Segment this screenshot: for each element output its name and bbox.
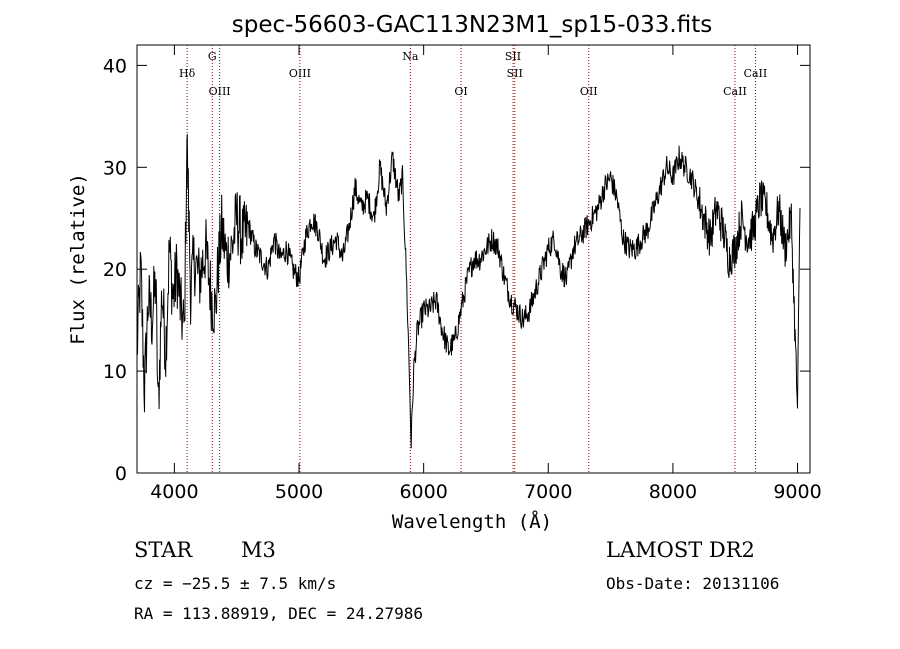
line-marker-label: CaII: [723, 85, 747, 98]
line-marker-label: OIII: [289, 67, 311, 80]
emission-line-markers: Hδ G OIII OIII Na OI SII SII OII CaII CaII: [179, 45, 767, 473]
x-tick-label: 4000: [150, 481, 198, 503]
y-tick-label: 40: [103, 55, 127, 77]
chart-title: spec-56603-GAC113N23M1_sp15-033.fits: [232, 12, 712, 38]
line-marker-label: OIII: [209, 85, 231, 98]
object-class: STAR: [134, 538, 193, 562]
y-tick-label: 10: [103, 361, 127, 383]
line-marker-label: OI: [454, 85, 467, 98]
spectrum-series-line: [136, 134, 801, 449]
axis-ticks: 4000 5000 6000 7000 8000 9000 0 10 20 30 40: [103, 45, 822, 503]
y-axis-label: Flux (relative): [67, 173, 89, 345]
line-marker-label: G: [208, 50, 217, 63]
plot-frame: [136, 44, 811, 474]
x-tick-label: 9000: [773, 481, 821, 503]
survey-name: LAMOST DR2: [606, 538, 755, 562]
line-marker-label: SII: [507, 67, 523, 80]
x-tick-label: 5000: [275, 481, 323, 503]
line-marker-label: Na: [402, 50, 419, 63]
x-tick-label: 7000: [524, 481, 572, 503]
y-tick-label: 30: [103, 157, 127, 179]
x-tick-label: 6000: [399, 481, 447, 503]
line-marker-label: OII: [580, 85, 598, 98]
line-marker-label: SII: [505, 50, 521, 63]
line-marker-label: CaII: [744, 67, 768, 80]
x-tick-label: 8000: [649, 481, 697, 503]
coordinates: RA = 113.88919, DEC = 24.27986: [134, 604, 423, 623]
x-axis-label: Wavelength (Å): [392, 510, 552, 533]
object-subclass: M3: [241, 538, 276, 562]
redshift-velocity: cz = −25.5 ± 7.5 km/s: [134, 574, 337, 593]
y-tick-label: 0: [115, 463, 127, 485]
y-tick-label: 20: [103, 259, 127, 281]
line-marker-label: Hδ: [179, 67, 196, 80]
observation-date: Obs-Date: 20131106: [606, 574, 780, 593]
